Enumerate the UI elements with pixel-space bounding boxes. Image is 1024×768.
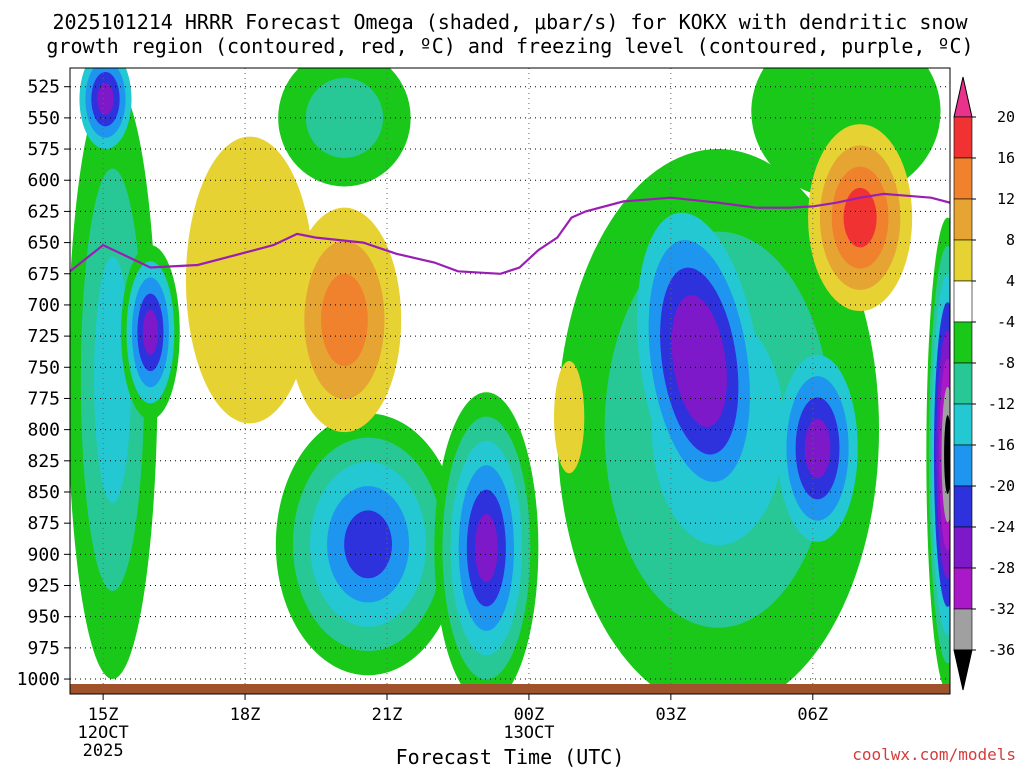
omega-descent-0645z [808,124,913,312]
colorbar-label--24: -24 [988,518,1015,536]
omega-descent-0645z-level-3 [843,187,877,248]
y-tick-label-600: 600 [27,170,60,191]
omega-descent-20z-level-2 [321,273,368,367]
colorbar-label--28: -28 [988,559,1015,577]
x-tick-date-00Z: 13OCT [503,723,554,743]
terrain-ground-band [70,684,950,694]
y-tick-label-950: 950 [27,607,60,628]
omega-ascent-upper-20z [278,68,411,187]
y-tick-label-775: 775 [27,388,60,409]
plot-frame [69,67,951,695]
y-tick-label-850: 850 [27,482,60,503]
x-tick-label-18Z: 18Z [230,705,261,725]
omega-ascent-core-15z-upper [79,68,132,150]
omega-shading [70,68,950,694]
grid-lines [70,68,950,694]
colorbar-swatch-10 [953,526,973,569]
y-tick-label-1000: 1000 [17,669,60,690]
colorbar-label--12: -12 [988,395,1015,413]
y-tick-label-750: 750 [27,357,60,378]
y-tick-label-625: 625 [27,201,60,222]
colorbar-label-12: 12 [997,190,1015,208]
chart-title-line2: growth region (contoured, red, ºC) and f… [46,34,973,58]
omega-ascent-core-16z [121,245,180,420]
chart-title-line1: 2025101214 HRRR Forecast Omega (shaded, … [52,10,968,34]
omega-descent-0030z [554,361,585,474]
colorbar-top-arrow [953,76,973,118]
omega-ascent-lower-21z-level-4 [344,510,392,579]
colorbar-label--16: -16 [988,436,1015,454]
y-tick-label-900: 900 [27,544,60,565]
omega-ascent-upper-20z-level-1 [305,77,384,158]
colorbar-swatch-4 [953,280,973,323]
y-tick-label-925: 925 [27,576,60,597]
x-tick-year-15Z: 2025 [83,741,124,761]
y-tick-label-725: 725 [27,326,60,347]
omega-ascent-core-04z-level-4 [683,322,716,400]
colorbar-swatch-1 [953,157,973,200]
omega-ascent-core-16z-level-4 [142,309,159,355]
omega-ascent-lower-21z [275,413,461,676]
colorbar-swatch-8 [953,444,973,487]
colorbar-label-16: 16 [997,149,1015,167]
y-tick-label-800: 800 [27,420,60,441]
colorbar-label--20: -20 [988,477,1015,495]
omega-ascent-lower-2330z [434,392,539,694]
credit-link[interactable]: coolwx.com/models [852,745,1016,764]
x-tick-label-03Z: 03Z [656,705,687,725]
colorbar-label--4: -4 [997,313,1015,331]
omega-ascent-core-06z-level-3 [804,418,831,479]
colorbar-label-20: 20 [997,108,1015,126]
colorbar-swatch-6 [953,362,973,405]
freezing-level-layer [70,192,950,275]
omega-ascent-core-04z [637,212,762,510]
x-tick-label-15Z: 15Z [88,705,119,725]
omega-ascent-lower-2330z-level-5 [474,514,498,583]
y-tick-label-550: 550 [27,108,60,129]
x-tick-label-06Z: 06Z [797,705,828,725]
omega-descent-20z [287,207,402,433]
x-tick-label-21Z: 21Z [372,705,403,725]
x-axis-label: Forecast Time (UTC) [396,745,625,768]
y-tick-label-975: 975 [27,638,60,659]
x-tick-label-00Z: 00Z [514,705,545,725]
omega-ascent-edge-08z [926,217,950,692]
colorbar-label--8: -8 [997,354,1015,372]
y-tick-label-700: 700 [27,295,60,316]
colorbar-swatch-3 [953,239,973,282]
omega-ascent-core-06z [777,354,858,542]
colorbar-bottom-arrow [953,649,973,691]
freezing-level-line [70,192,950,275]
y-tick-label-675: 675 [27,264,60,285]
colorbar-label-4: 4 [1006,272,1015,290]
omega-descent-18z [185,136,314,424]
y-axis: 525 550 575 600 625 650 675 700 725 750 775 800 825 8… [17,77,70,690]
omega-descent-0030z-level-0 [554,361,585,474]
colorbar: 20 16 12 8 4 -4 -8 -12 -16 -20 -24 -28 -32 -36 [953,76,1015,691]
colorbar-label-8: 8 [1006,231,1015,249]
omega-ascent-core-15z-upper-level-3 [97,83,114,116]
x-tick-date-15Z: 12OCT [78,723,129,743]
omega-ascent-edge-08z-level-7 [944,415,950,495]
colorbar-swatch-11 [953,567,973,610]
colorbar-swatch-9 [953,485,973,528]
y-tick-label-575: 575 [27,139,60,160]
colorbar-label--32: -32 [988,600,1015,618]
y-tick-label-875: 875 [27,513,60,534]
y-tick-label-825: 825 [27,451,60,472]
colorbar-swatch-5 [953,321,973,364]
colorbar-swatch-7 [953,403,973,446]
omega-ascent-column-15z [70,80,158,679]
colorbar-swatch-0 [953,116,973,159]
colorbar-swatch-12 [953,608,973,651]
omega-descent-18z-level-0 [185,136,314,424]
colorbar-label--36: -36 [988,641,1015,659]
y-tick-label-650: 650 [27,233,60,254]
y-tick-label-525: 525 [27,77,60,98]
colorbar-swatch-2 [953,198,973,241]
